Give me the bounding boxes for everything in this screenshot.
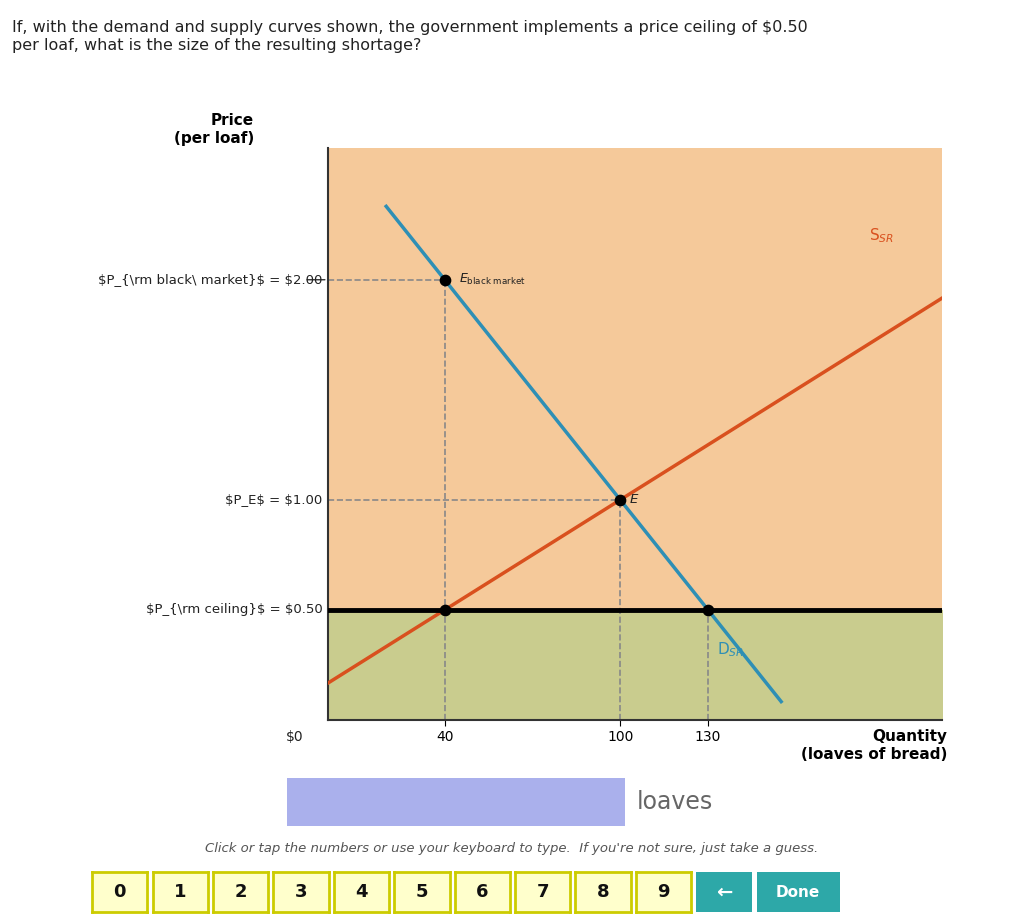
Text: $\mathit{E}$: $\mathit{E}$: [629, 493, 639, 507]
Text: S$_{SR}$: S$_{SR}$: [869, 226, 894, 246]
Text: Done: Done: [776, 884, 820, 900]
Text: Price
(per loaf): Price (per loaf): [174, 114, 254, 146]
Text: D$_{SR}$: D$_{SR}$: [717, 641, 743, 659]
Text: Quantity
(loaves of bread): Quantity (loaves of bread): [801, 729, 947, 761]
Text: $0: $0: [286, 730, 303, 744]
Text: loaves: loaves: [637, 790, 713, 814]
Text: 5: 5: [416, 883, 428, 901]
Text: 3: 3: [295, 883, 307, 901]
Point: [699, 603, 716, 617]
Point: [436, 603, 453, 617]
Text: Click or tap the numbers or use your keyboard to type.  If you're not sure, just: Click or tap the numbers or use your key…: [206, 842, 818, 855]
Text: 1: 1: [174, 883, 186, 901]
Text: $P_{\rm black\ market}$ = $2.00: $P_{\rm black\ market}$ = $2.00: [98, 273, 323, 286]
Text: $P_E$ = $1.00: $P_E$ = $1.00: [225, 493, 323, 507]
Point: [612, 493, 629, 508]
Text: If, with the demand and supply curves shown, the government implements a price c: If, with the demand and supply curves sh…: [12, 20, 808, 53]
Text: 2: 2: [234, 883, 247, 901]
Text: 8: 8: [597, 883, 609, 901]
Text: $\mathit{E}_{\rm black\ market}$: $\mathit{E}_{\rm black\ market}$: [460, 272, 526, 287]
Text: $P_{\rm ceiling}$ = $0.50: $P_{\rm ceiling}$ = $0.50: [145, 604, 323, 617]
Text: 7: 7: [537, 883, 549, 901]
Text: 4: 4: [355, 883, 368, 901]
Text: 0: 0: [114, 883, 126, 901]
Text: ←: ←: [716, 882, 732, 902]
Text: 6: 6: [476, 883, 488, 901]
Text: 9: 9: [657, 883, 670, 901]
Point: [436, 272, 453, 287]
